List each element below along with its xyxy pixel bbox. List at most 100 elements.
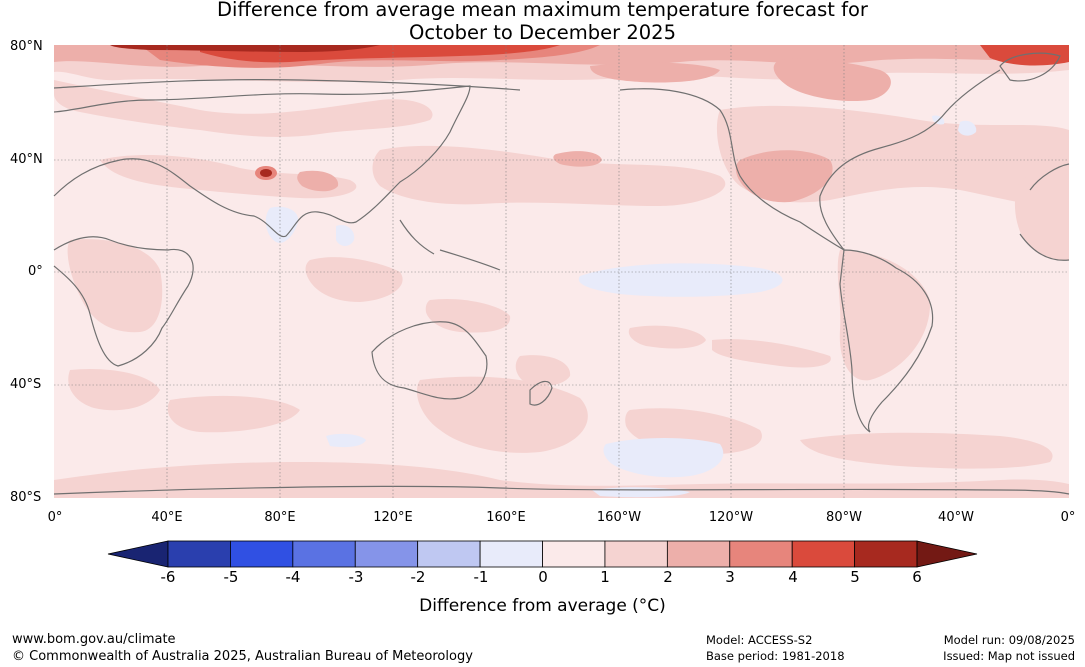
- anomaly-region-indian-ocean-1-2: [305, 257, 403, 302]
- colorbar-segment: [479, 540, 543, 568]
- lat-label-40s: 40°S: [10, 377, 42, 392]
- lat-label-80s: 80°S: [10, 490, 42, 505]
- anomaly-region-southern-ocean-east-1-2: [800, 432, 1053, 469]
- colorbar-tick: 2: [663, 568, 673, 586]
- coast-maritime-continent: [399, 219, 501, 271]
- colorbar-segment: [167, 540, 231, 568]
- colorbar-tick: -6: [160, 568, 176, 586]
- anomaly-region-south-atlantic-1-2: [68, 368, 160, 411]
- title-line-2: October to December 2025: [409, 21, 676, 44]
- colorbar-tick: -5: [223, 568, 239, 586]
- footer-copyright: © Commonwealth of Australia 2025, Austra…: [12, 649, 473, 664]
- lat-label-0: 0°: [28, 264, 43, 279]
- anomaly-region-south-america-1-2: [837, 250, 931, 381]
- colorbar-tick: 3: [725, 568, 735, 586]
- colorbar-label: Difference from average (°C): [419, 596, 666, 616]
- footer-model-run: Model run: 09/08/2025: [943, 633, 1075, 647]
- anomaly-region-south-pacific-1-2: [628, 325, 706, 349]
- colorbar-segment: [854, 540, 918, 568]
- coast-africa: [53, 236, 194, 367]
- colorbar-tick: -3: [348, 568, 364, 586]
- colorbar-segment: [666, 540, 731, 568]
- colorbar-tick: 0: [538, 568, 548, 586]
- footer-url: www.bom.gov.au/climate: [12, 632, 176, 647]
- coast-australia: [371, 321, 488, 400]
- lon-label-120w: 120°W: [708, 510, 754, 525]
- colorbar-segment: [729, 540, 793, 568]
- anomaly-region-southern-ocean-cool: [603, 438, 724, 478]
- anomaly-region-greenland-4-5: [980, 45, 1069, 66]
- colorbar-tick: -2: [410, 568, 426, 586]
- footer-issued: Issued: Map not issued: [943, 649, 1075, 663]
- lon-label-80w: 80°W: [826, 510, 862, 525]
- anomaly-region-atlantic-1-2: [1014, 172, 1069, 261]
- colorbar-tick: -4: [285, 568, 301, 586]
- footer-left: www.bom.gov.au/climate © Commonwealth of…: [12, 631, 473, 665]
- colorbar-tick: 6: [912, 568, 922, 586]
- coast-north-america-west: [619, 88, 845, 251]
- lon-label-0-east: 0°: [1060, 510, 1076, 525]
- anomaly-region-siberia-5-6: [110, 45, 380, 52]
- coast-antarctica: [53, 485, 1070, 495]
- anomaly-region-south-pacific-east-1-2: [712, 339, 831, 368]
- colorbar-extend-low: [107, 540, 169, 568]
- lon-label-160w: 160°W: [596, 510, 642, 525]
- anomaly-region-north-pacific-1-2: [372, 145, 726, 206]
- colorbar-tick: 4: [788, 568, 798, 586]
- title-line-1: Difference from average mean maximum tem…: [217, 0, 868, 21]
- colorbar: [107, 540, 978, 568]
- anomaly-region-indochina-cool: [336, 224, 355, 246]
- colorbar-tick: -1: [473, 568, 489, 586]
- map-title: Difference from average mean maximum tem…: [0, 0, 1085, 44]
- anomaly-region-africa-1-2: [67, 239, 163, 333]
- anomaly-region-west-pacific-1-2: [425, 298, 511, 333]
- footer-model: Model: ACCESS-S2: [706, 633, 813, 647]
- lon-label-0-west: 0°: [47, 510, 63, 525]
- coast-greenland: [999, 52, 1061, 82]
- anomaly-region-south-indian-cool: [326, 433, 366, 448]
- anomaly-region-tasman-1-2: [416, 376, 588, 453]
- coastlines: [53, 52, 1070, 495]
- footer-model-info: Model: ACCESS-S2 Base period: 1981-2018: [706, 632, 845, 664]
- anomaly-region-canada-2-3: [773, 58, 891, 102]
- anomaly-region-pacific-2-3: [553, 151, 602, 167]
- anomaly-region-alaska-2-3: [590, 62, 720, 83]
- lat-label-40n: 40°N: [10, 152, 43, 167]
- gridlines: [54, 45, 1069, 498]
- coast-eurasia: [53, 85, 471, 238]
- anomaly-region-new-zealand-1-2: [515, 355, 571, 386]
- lon-label-80e: 80°E: [264, 510, 296, 525]
- coast-arctic-russia: [53, 79, 521, 91]
- anomaly-region-india-cool: [265, 206, 299, 243]
- coast-new-zealand: [529, 380, 553, 406]
- colorbar-segment: [230, 540, 294, 568]
- anomaly-region-equatorial-pacific-cool: [578, 263, 783, 297]
- anomaly-region-central-asia-1-2: [100, 154, 357, 199]
- anomaly-region-tibet-2-3: [297, 170, 339, 192]
- colorbar-segment: [417, 540, 481, 568]
- lon-label-40e: 40°E: [151, 510, 183, 525]
- colorbar-segment: [292, 540, 356, 568]
- colorbar-tick: 5: [850, 568, 860, 586]
- lon-label-120e: 120°E: [373, 510, 413, 525]
- colorbar-segment: [791, 540, 856, 568]
- colorbar-segment: [354, 540, 419, 568]
- lon-label-40w: 40°W: [938, 510, 974, 525]
- lat-label-80n: 80°N: [10, 39, 43, 54]
- anomaly-region-south-indian-1-2: [167, 395, 300, 433]
- colorbar-segment: [542, 540, 606, 568]
- anomaly-region-labrador-cool: [958, 120, 977, 136]
- coast-south-america: [839, 249, 934, 433]
- footer-run-info: Model run: 09/08/2025 Issued: Map not is…: [943, 632, 1075, 664]
- colorbar-extend-high: [916, 540, 978, 568]
- footer-base-period: Base period: 1981-2018: [706, 649, 845, 663]
- coast-north-america-east: [819, 69, 1001, 251]
- anomaly-hotspot-inner: [260, 169, 272, 177]
- coast-europe-west: [1019, 163, 1070, 261]
- colorbar-tick: 1: [600, 568, 610, 586]
- anomaly-region-usa-2-3: [735, 150, 833, 203]
- anomaly-region-eurasia-1-2: [54, 80, 433, 137]
- colorbar-segment: [604, 540, 668, 568]
- lon-label-160e: 160°E: [486, 510, 526, 525]
